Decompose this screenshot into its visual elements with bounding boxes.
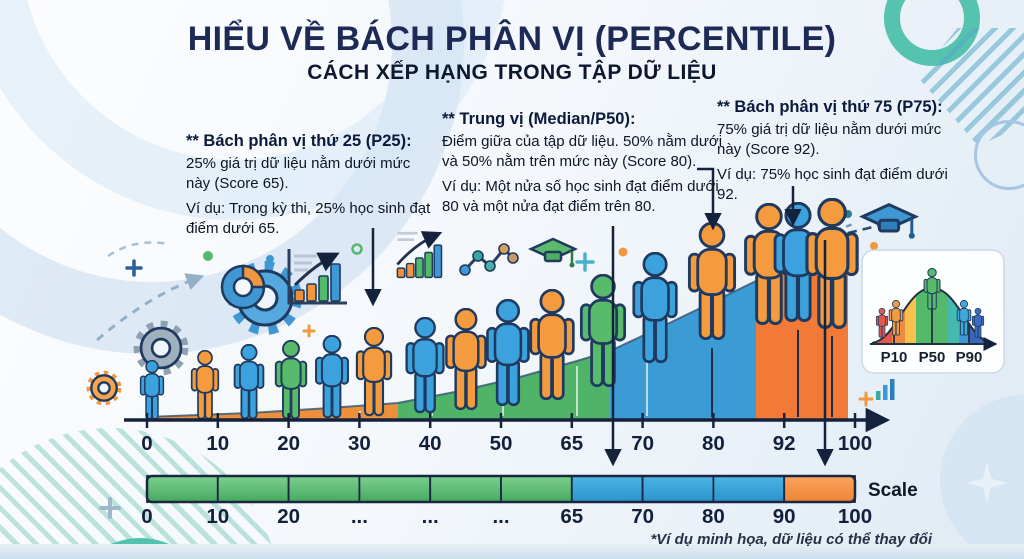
scale-bar-label: 90 [773, 505, 796, 528]
plus-icon-teal [575, 252, 595, 272]
axis-tick-label: 30 [348, 432, 371, 455]
growth-chart-icon-2 [396, 231, 443, 279]
scale-bar-segment [570, 475, 644, 503]
scale-bar-label: ... [492, 505, 509, 528]
annotation-p75: ** Bách phân vị thứ 75 (P75): 75% giá tr… [717, 98, 969, 204]
ring-dot-green [351, 243, 363, 255]
scale-bar-label: 0 [141, 505, 152, 528]
dot-orange-2 [870, 242, 878, 250]
footer-note: *Ví dụ minh họa, dữ liệu có thể thay đổi [650, 531, 932, 548]
dashed-curved-arrow [96, 273, 205, 342]
axis-tick-label: 80 [702, 432, 725, 455]
scale-bar-label: 65 [560, 505, 583, 528]
annotation-p75-heading: ** Bách phân vị thứ 75 (P75): [717, 98, 943, 116]
scale-bar-label: 100 [838, 505, 872, 528]
scale-bar-segment [641, 475, 715, 503]
axis-tick-label: 40 [419, 432, 442, 455]
plus-icon-orange [302, 324, 316, 338]
page-subtitle: CÁCH XẾP HẠNG TRONG TẬP DỮ LIỆU [307, 61, 717, 84]
scale-bar-label: 80 [702, 505, 725, 528]
person-figure [315, 335, 349, 419]
annotation-p75-example: Ví dụ: 75% học sinh đạt điểm dưới 92. [717, 166, 948, 203]
scale-bar-label: 70 [631, 505, 654, 528]
inset-bell-card: P10 P50 P90 [861, 249, 1005, 374]
dashed-arc [107, 241, 169, 258]
scale-bar-segment [146, 475, 219, 503]
page-title: HIỂU VỀ BÁCH PHÂN VỊ (PERCENTILE) [187, 20, 837, 58]
plus-icon-gray [99, 497, 121, 519]
gear-icon-gray [133, 320, 189, 376]
scale-bar-segment [429, 475, 502, 503]
axis-tick-label: 50 [490, 432, 513, 455]
bell-label: P10 [881, 349, 908, 366]
scale-bar-segment [500, 475, 573, 503]
scale-bar-segment [712, 475, 786, 503]
axis-tick-label: 0 [141, 432, 152, 455]
scale-bar-label: 20 [277, 505, 300, 528]
bell-label: P50 [919, 349, 946, 366]
dot-blue [266, 255, 274, 263]
axis-tick-label: 70 [631, 432, 654, 455]
bottom-gradient-strip [0, 544, 1024, 559]
person-figure [190, 350, 220, 420]
tiny-bar-icon [876, 379, 895, 400]
circle-outline-right [974, 120, 1024, 190]
annotation-p25: ** Bách phân vị thứ 25 (P25): 25% giá tr… [186, 132, 438, 238]
bell-slice [905, 288, 916, 344]
annotation-p50-heading: ** Trung vị (Median/P50): [442, 110, 636, 128]
axis-tick-label: 10 [206, 432, 229, 455]
plus-icon-orange-2 [858, 391, 874, 407]
annotation-p50-body: Điểm giữa của tập dữ liệu. 50% nằm dưới … [442, 133, 723, 170]
annotation-p50: ** Trung vị (Median/P50): Điểm giữa của … [442, 110, 730, 216]
person-figure [233, 344, 265, 420]
axis-tick-label: 92 [773, 432, 796, 455]
scale-bar-label: 10 [206, 505, 229, 528]
scale-bar-segment [358, 475, 432, 503]
bell-slice [948, 288, 959, 344]
annotation-p50-example: Ví dụ: Một nửa số học sinh đạt điểm dưới… [442, 178, 719, 215]
person-figure [139, 360, 165, 420]
axis-tick-label: 65 [560, 432, 583, 455]
scale-bar-segment [216, 475, 290, 503]
scale-bar-label: ... [351, 505, 368, 528]
graduation-cap-icon-blue [858, 202, 920, 239]
scale-bar-label: ... [422, 505, 439, 528]
axis-tick-label: 100 [838, 432, 872, 455]
axis-tick-label: 20 [277, 432, 300, 455]
plus-icon-navy [125, 259, 143, 277]
p50-elbow-arrow [697, 167, 722, 231]
scale-bar-title: Scale [868, 480, 918, 501]
pie-chart-icon [220, 264, 266, 310]
dot-green [203, 251, 213, 261]
annotation-p25-example: Ví dụ: Trong kỳ thi, 25% học sinh đạt đi… [186, 200, 431, 237]
graduation-cap-icon-green [527, 237, 579, 268]
dot-line-chart-icon [459, 243, 519, 276]
person-figure [355, 327, 393, 417]
annotation-p75-body: 75% giá trị dữ liệu nằm dưới mức này (Sc… [717, 121, 942, 158]
gear-icon-orange [86, 370, 122, 406]
bell-label: P90 [956, 349, 983, 366]
scale-bar-segment [287, 475, 361, 503]
growth-chart-icon [287, 249, 347, 305]
person-figure [274, 340, 308, 420]
area-band [610, 281, 756, 421]
annotation-p25-body: 25% giá trị dữ liệu nằm dưới mức này (Sc… [186, 155, 411, 192]
annotation-p25-heading: ** Bách phân vị thứ 25 (P25): [186, 132, 412, 150]
dot-orange [618, 247, 628, 257]
scale-bar-segment [783, 475, 856, 503]
scale-bar-outline [145, 474, 857, 504]
